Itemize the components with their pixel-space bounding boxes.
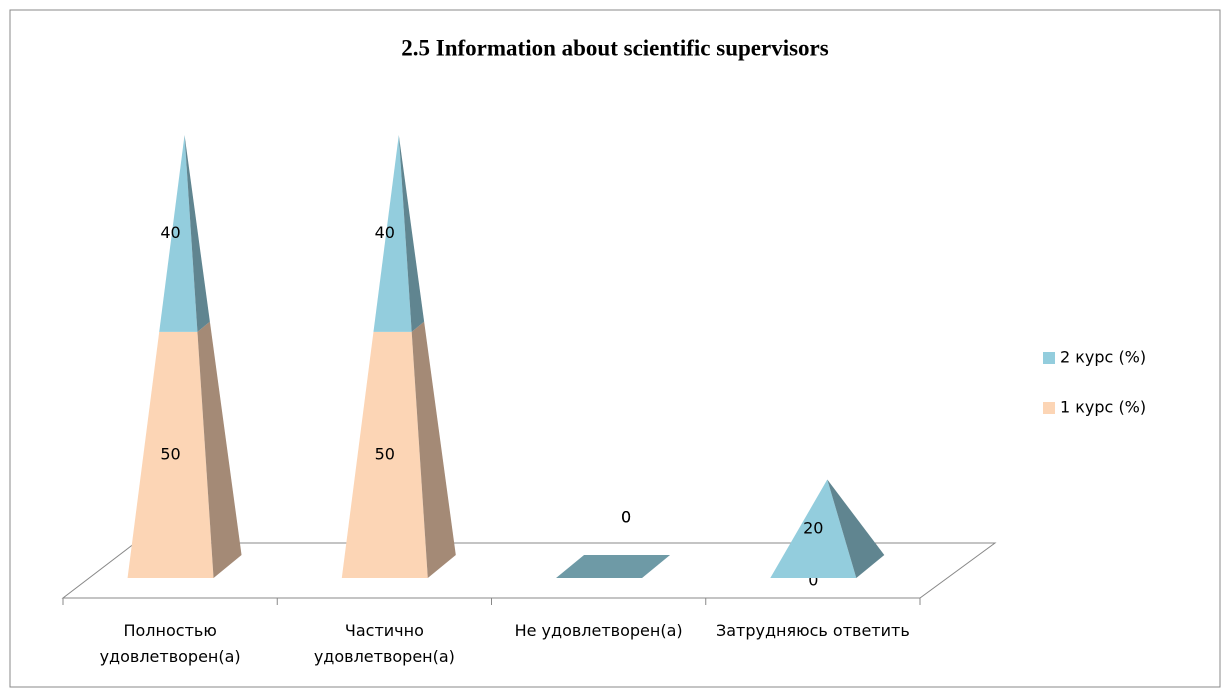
legend-swatch xyxy=(1043,402,1055,414)
pyramid-segment xyxy=(341,321,456,578)
segment-front xyxy=(341,331,428,578)
segment-front xyxy=(159,135,198,332)
pyramid-segment xyxy=(373,135,425,332)
data-label: 40 xyxy=(375,223,395,242)
data-label: 20 xyxy=(803,518,823,537)
segment-side xyxy=(398,135,425,332)
data-label: 0 xyxy=(621,508,631,527)
legend-label: 1 курс (%) xyxy=(1060,398,1146,417)
pyramid-segment xyxy=(159,135,210,332)
flat-pyramid xyxy=(556,555,671,578)
segment-front xyxy=(770,479,857,578)
floor xyxy=(61,542,997,599)
x-tick-label: Полностью удовлетворен(а) xyxy=(99,621,241,666)
legend-swatch xyxy=(1043,352,1055,364)
data-label: 0 xyxy=(808,571,818,590)
x-tick-label: Частично удовлетворен(а) xyxy=(313,621,455,666)
data-label: 50 xyxy=(160,444,180,463)
segment-side xyxy=(184,135,210,332)
chart-title: 2.5 Information about scientific supervi… xyxy=(401,35,828,60)
pyramid-segment xyxy=(770,479,885,578)
segment-side xyxy=(827,479,885,578)
data-label: 40 xyxy=(160,223,180,242)
legend-label: 2 курс (%) xyxy=(1060,348,1146,367)
data-label: 50 xyxy=(375,444,395,463)
pyramid-segment xyxy=(127,321,242,578)
data-label: 0 xyxy=(621,508,631,527)
segment-side xyxy=(197,321,242,578)
x-tick-label: Не удовлетворен(а) xyxy=(514,621,683,640)
x-tick-label: Затрудняюсь ответить xyxy=(715,621,910,640)
segment-front xyxy=(127,331,214,578)
segment-front xyxy=(373,135,412,332)
segment-side xyxy=(411,321,456,578)
